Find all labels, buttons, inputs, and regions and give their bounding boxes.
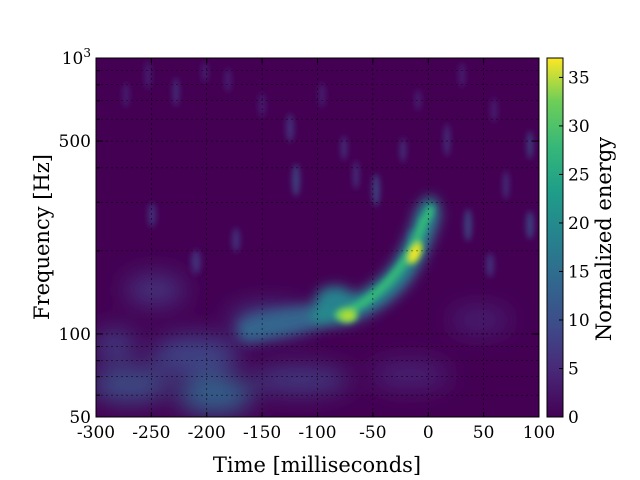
low-band-blob (150, 335, 240, 375)
noise-blob (232, 228, 240, 252)
noise-blob (123, 83, 129, 107)
y-axis-label: Frequency [Hz] (30, 154, 54, 320)
low-band-blob (450, 308, 510, 332)
y-tick-label: 103 (62, 46, 91, 69)
x-tick-label: -250 (132, 423, 170, 443)
noise-blob (286, 114, 294, 142)
colorbar-ticks: 0 5 10 15 20 25 30 35 (559, 68, 590, 428)
noise-blob (225, 68, 231, 92)
noise-blob (491, 98, 497, 122)
noise-blob (503, 171, 509, 199)
noise-blob (148, 203, 156, 227)
noise-blob (202, 62, 208, 82)
x-tick-label: -100 (298, 423, 336, 443)
colorbar-gradient (546, 57, 564, 418)
noise-blob (415, 90, 421, 110)
x-tick-label: 50 (473, 423, 495, 443)
x-tick-label: -200 (188, 423, 226, 443)
colorbar-label: Normalized energy (592, 137, 616, 341)
colorbar-tick-label: 0 (568, 408, 579, 428)
colorbar-tick-label: 25 (568, 165, 590, 185)
noise-blob (292, 164, 300, 196)
x-tick-label: 0 (423, 423, 434, 443)
chirp-hotspot-low-core (342, 312, 354, 320)
colorbar-tick-label: 35 (568, 68, 590, 88)
colorbar-tick-label: 30 (568, 117, 590, 137)
colorbar-tick-label: 10 (568, 311, 590, 331)
noise-blob (191, 250, 201, 274)
heatmap-plot-area (95, 57, 540, 418)
low-band-blob (250, 366, 350, 394)
colorbar-tick-label: 15 (568, 262, 590, 282)
x-tick-label: -300 (77, 423, 115, 443)
x-axis: -300 -250 -200 -150 -100 -50 0 50 100 (77, 58, 555, 443)
noise-blob (145, 61, 151, 89)
noise-blob (341, 136, 347, 160)
y-tick-label: 100 (59, 325, 91, 345)
x-tick-label: -50 (359, 423, 386, 443)
grid-lines (96, 58, 539, 417)
colorbar-tick-label: 5 (568, 359, 579, 379)
y-axis: 50 100 500 103 (59, 46, 539, 428)
noise-blob (526, 211, 534, 239)
noise-blob (464, 209, 472, 241)
y-tick-label: 50 (69, 408, 91, 428)
chirp-core-path (334, 216, 428, 319)
colorbar-tick-label: 20 (568, 214, 590, 234)
noise-blob (444, 124, 450, 156)
noise-blob (353, 161, 359, 189)
low-band-blob (370, 361, 450, 389)
x-tick-label: 100 (523, 423, 555, 443)
noise-blob (527, 131, 533, 159)
noise-blob (319, 83, 325, 107)
chirp-glow-blob (315, 286, 355, 314)
noise-blob (400, 138, 406, 162)
low-band-blob (125, 274, 185, 306)
noise-blob (173, 78, 179, 106)
noise-texture (123, 61, 534, 277)
y-tick-label: 500 (59, 132, 91, 152)
low-band-blob (96, 329, 137, 361)
x-axis-label: Time [milliseconds] (213, 453, 421, 477)
noise-blob (372, 174, 380, 206)
noise-blob (486, 253, 494, 277)
low-band-blob (177, 375, 253, 415)
noise-blob (459, 63, 465, 87)
colorbar: 0 5 10 15 20 25 30 35 Normalized energy (546, 57, 616, 428)
x-tick-label: -150 (243, 423, 281, 443)
low-band-blob (96, 367, 170, 403)
